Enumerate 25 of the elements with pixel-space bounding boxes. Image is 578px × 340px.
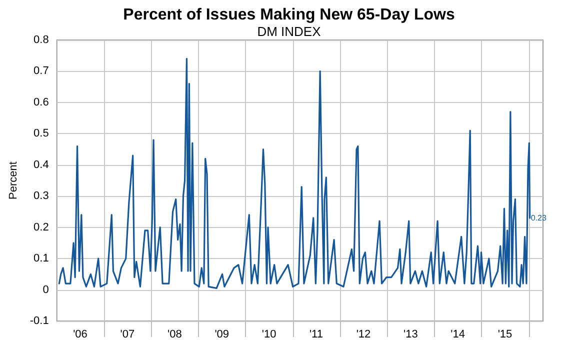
x-tick-label: '09 — [214, 328, 230, 340]
x-tick-label: '13 — [404, 328, 418, 340]
y-tick-label: -0.1 — [30, 315, 49, 327]
y-tick-label: 0.7 — [34, 65, 49, 78]
x-tick-label: '07 — [120, 328, 135, 340]
x-tick-label: '11 — [309, 328, 323, 340]
x-tick-label: '06 — [73, 328, 88, 340]
chart-subtitle: DM INDEX — [257, 24, 322, 39]
y-tick-label: 0.5 — [34, 128, 49, 140]
x-tick-label: '08 — [168, 328, 182, 340]
x-tick-label: '10 — [262, 328, 276, 340]
y-axis-title: Percent — [8, 162, 20, 200]
data-label: 0.23 — [530, 213, 547, 222]
y-tick-label: 0.3 — [34, 190, 49, 202]
x-tick-label: '12 — [356, 328, 371, 340]
x-tick-label: '15 — [498, 328, 512, 340]
y-tick-label: 0.8 — [34, 34, 49, 46]
x-tick-label: '14 — [450, 328, 466, 340]
chart-title: Percent of Issues Making New 65-Day Lows — [123, 6, 455, 24]
y-tick-label: 0.4 — [34, 158, 49, 171]
y-tick-label: 0.1 — [34, 252, 49, 265]
y-tick-label: 0.2 — [34, 221, 49, 234]
y-tick-label: 0.6 — [34, 96, 49, 108]
y-tick-label: 0 — [42, 284, 49, 296]
line-series — [58, 58, 531, 290]
